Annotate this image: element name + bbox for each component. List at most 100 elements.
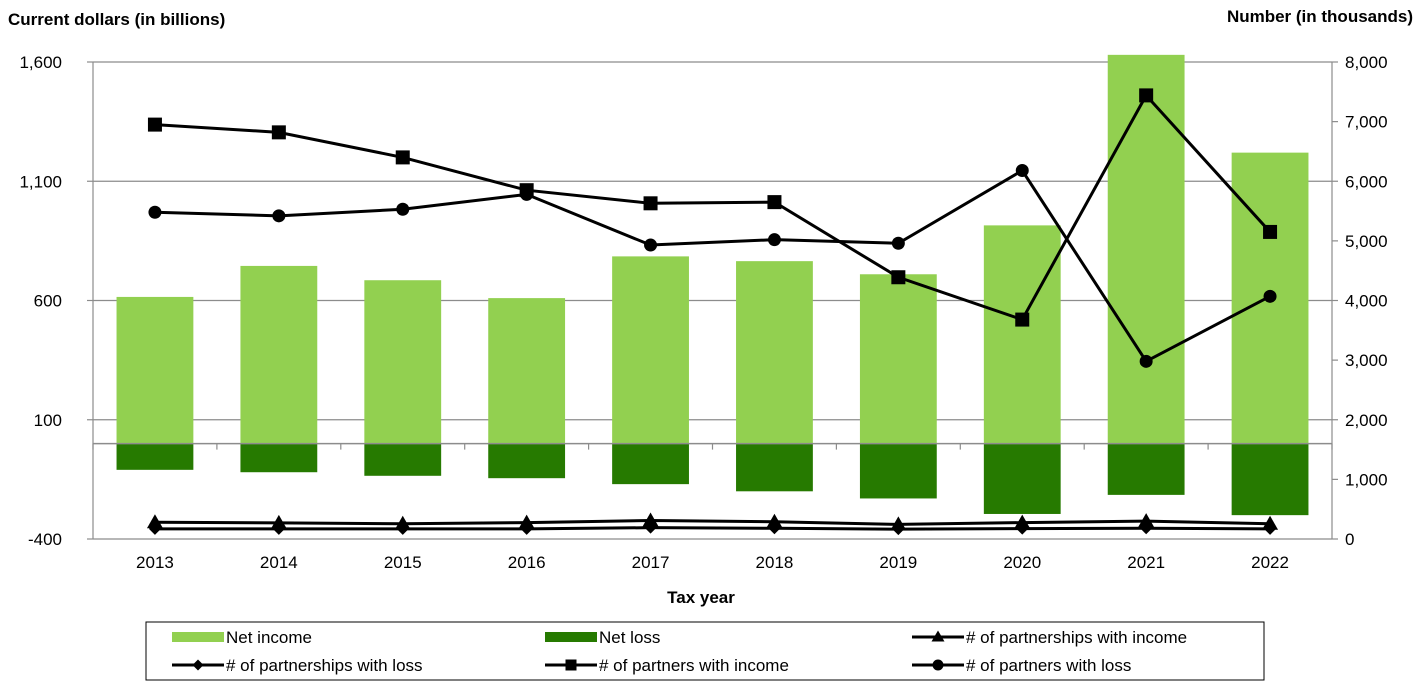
series-point-diamond [644, 521, 657, 534]
right-tick-label: 6,000 [1345, 172, 1388, 191]
net-loss-bar [364, 443, 442, 476]
series-point-square [1139, 88, 1154, 103]
series-point-diamond [768, 522, 781, 535]
x-tick-label: 2020 [1003, 553, 1041, 572]
series-point-diamond [396, 522, 409, 535]
series-point-square [271, 125, 286, 140]
series-point-triangle [1014, 514, 1031, 529]
legend-label: Net loss [599, 628, 660, 647]
series-point-diamond [1016, 522, 1029, 535]
right-tick-label: 8,000 [1345, 53, 1388, 72]
net-loss-bar [859, 443, 937, 499]
right-tick-label: 1,000 [1345, 470, 1388, 489]
net-income-bar [1107, 54, 1185, 444]
right-tick-label: 7,000 [1345, 113, 1388, 132]
axes [87, 61, 1338, 540]
x-tick-label: 2022 [1251, 553, 1289, 572]
net-income-bar [116, 296, 194, 444]
legend-label: # of partners with income [599, 656, 789, 675]
net-loss-bar [116, 443, 194, 470]
legend-label: Net income [226, 628, 312, 647]
series-line [154, 92, 1272, 322]
lines [146, 88, 1279, 536]
series-line [154, 519, 1271, 526]
series-point-triangle [1262, 515, 1279, 530]
net-loss-bar [1231, 443, 1309, 516]
net-income-bar [859, 274, 937, 444]
x-tick-label: 2013 [136, 553, 174, 572]
right-axis-title: Number (in thousands) [1227, 7, 1413, 26]
series-point-diamond [272, 522, 285, 535]
legend-swatch [545, 632, 597, 642]
net-income-bar [736, 261, 813, 444]
x-tick-label: 2014 [260, 553, 298, 572]
right-tick-label: 5,000 [1345, 232, 1388, 251]
legend-box [145, 621, 1265, 681]
left-tick-label: -400 [28, 530, 62, 549]
series-point-triangle [1138, 513, 1155, 528]
right-tick-label: 0 [1345, 530, 1354, 549]
series-point-circle [644, 238, 658, 252]
series-point-triangle [270, 514, 287, 529]
series-point-square [643, 196, 658, 211]
net-income-bar [983, 225, 1061, 444]
net-loss-bar [983, 443, 1061, 514]
left-tick-label: 1,600 [19, 53, 62, 72]
right-tick-label: 2,000 [1345, 411, 1388, 430]
series-point-diamond [148, 522, 161, 535]
net-income-bar [364, 280, 442, 444]
legend-label: # of partnerships with income [966, 628, 1187, 647]
series-point-square [1263, 224, 1278, 239]
series-point-circle [1263, 289, 1277, 303]
series-point-diamond [1264, 522, 1277, 535]
series-point-circle [396, 202, 410, 216]
right-tick-label: 4,000 [1345, 292, 1388, 311]
series-point-square [767, 195, 782, 210]
legend-marker [192, 659, 204, 671]
legend-marker [932, 659, 944, 671]
legend-swatch [172, 632, 224, 642]
series-point-diamond [892, 523, 905, 536]
net-income-bar [240, 265, 318, 444]
net-income-bar [612, 256, 689, 444]
series-point-circle [272, 209, 286, 223]
series-point-triangle [518, 514, 535, 529]
series-line [154, 526, 1271, 531]
x-tick-label: 2021 [1127, 553, 1165, 572]
x-tick-label: 2016 [508, 553, 546, 572]
series-point-square [147, 117, 162, 132]
series-point-triangle [394, 515, 411, 530]
left-axis-title: Current dollars (in billions) [8, 10, 225, 29]
series-point-square [1015, 312, 1030, 327]
legend-label: # of partnerships with loss [226, 656, 423, 675]
tick-labels: -400 100 600 1,100 1,600 0 1,000 2,000 3,000 4,00… [19, 53, 1387, 572]
legend: Net income Net loss # of partnerships with… [145, 621, 1265, 681]
series-point-triangle [766, 513, 783, 528]
series-point-diamond [1140, 522, 1153, 535]
legend-marker [565, 659, 577, 671]
x-tick-label: 2017 [632, 553, 670, 572]
left-tick-label: 600 [34, 292, 62, 311]
bars [116, 54, 1309, 516]
left-tick-label: 1,100 [19, 172, 62, 191]
series-point-circle [520, 187, 534, 201]
net-loss-bar [488, 443, 566, 479]
x-tick-label: 2018 [756, 553, 794, 572]
net-loss-bar [240, 443, 318, 473]
series-point-circle [891, 236, 905, 250]
x-tick-label: 2019 [879, 553, 917, 572]
net-loss-bar [612, 443, 689, 485]
net-loss-bar [1107, 443, 1185, 495]
left-tick-label: 100 [34, 411, 62, 430]
legend-marker [931, 630, 945, 642]
series-point-triangle [642, 512, 659, 527]
legend-label: # of partners with loss [966, 656, 1131, 675]
series-point-circle [148, 205, 162, 219]
x-tick-label: 2015 [384, 553, 422, 572]
x-axis-title: Tax year [667, 588, 735, 607]
series-point-square [891, 270, 906, 285]
series-point-triangle [146, 514, 163, 529]
series-line [154, 168, 1271, 364]
net-loss-bar [736, 443, 813, 492]
